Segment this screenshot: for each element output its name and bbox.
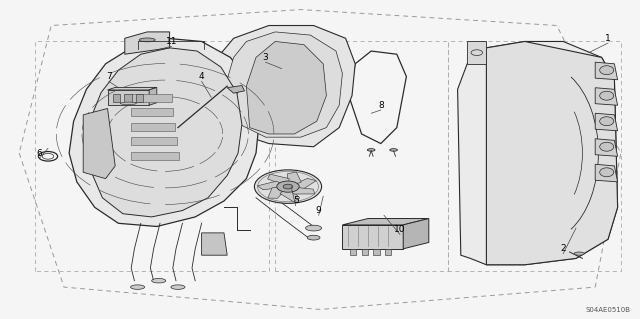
Bar [131, 123, 175, 131]
Bar [131, 137, 177, 145]
Ellipse shape [152, 278, 166, 283]
Bar [131, 152, 179, 160]
Ellipse shape [307, 235, 320, 240]
Ellipse shape [600, 142, 614, 151]
Bar [131, 94, 172, 102]
Ellipse shape [277, 181, 300, 192]
Text: 6: 6 [37, 149, 42, 158]
Bar [373, 249, 380, 255]
Ellipse shape [574, 252, 584, 255]
Ellipse shape [140, 38, 156, 42]
Text: 5: 5 [293, 197, 298, 205]
Polygon shape [342, 225, 403, 249]
Ellipse shape [367, 149, 375, 151]
Ellipse shape [171, 285, 185, 289]
Polygon shape [211, 26, 355, 147]
Text: S04AE0510B: S04AE0510B [586, 307, 630, 313]
Text: 2: 2 [561, 244, 566, 253]
Polygon shape [83, 108, 115, 179]
Polygon shape [268, 174, 289, 187]
Ellipse shape [600, 66, 614, 75]
Bar [385, 249, 391, 255]
Polygon shape [486, 41, 618, 265]
Ellipse shape [600, 91, 614, 100]
Polygon shape [202, 233, 227, 255]
Polygon shape [595, 62, 618, 80]
Ellipse shape [120, 102, 136, 105]
Bar [124, 94, 132, 102]
Polygon shape [227, 85, 244, 93]
Text: 9: 9 [316, 206, 321, 215]
Polygon shape [287, 172, 301, 187]
Text: 3: 3 [263, 53, 268, 62]
Ellipse shape [283, 184, 293, 189]
Polygon shape [458, 41, 618, 265]
Polygon shape [288, 178, 316, 189]
Polygon shape [225, 32, 342, 137]
Bar [350, 249, 356, 255]
Ellipse shape [600, 117, 614, 126]
Polygon shape [86, 48, 242, 217]
Ellipse shape [255, 170, 322, 204]
Ellipse shape [306, 225, 322, 231]
Text: 11: 11 [166, 37, 177, 46]
Polygon shape [342, 219, 429, 225]
Text: 10: 10 [394, 225, 406, 234]
Polygon shape [257, 181, 288, 190]
Polygon shape [149, 87, 157, 105]
Polygon shape [595, 164, 618, 182]
Polygon shape [595, 88, 618, 105]
Bar [136, 94, 143, 102]
Polygon shape [595, 113, 618, 131]
Polygon shape [125, 32, 170, 54]
Text: 4: 4 [199, 72, 204, 81]
Text: 7: 7 [106, 72, 111, 81]
Polygon shape [595, 139, 618, 156]
Bar [131, 108, 173, 116]
Bar [362, 249, 368, 255]
Bar [113, 94, 120, 102]
Polygon shape [246, 41, 326, 134]
Ellipse shape [131, 285, 145, 289]
Ellipse shape [600, 168, 614, 177]
Ellipse shape [390, 149, 397, 151]
Polygon shape [108, 90, 149, 105]
Polygon shape [467, 41, 486, 64]
Polygon shape [69, 38, 259, 226]
Polygon shape [280, 187, 300, 202]
Polygon shape [268, 187, 288, 198]
Polygon shape [403, 219, 429, 249]
Text: 1: 1 [605, 34, 611, 43]
Text: 8: 8 [378, 101, 383, 110]
Polygon shape [288, 187, 315, 194]
Polygon shape [108, 87, 157, 90]
